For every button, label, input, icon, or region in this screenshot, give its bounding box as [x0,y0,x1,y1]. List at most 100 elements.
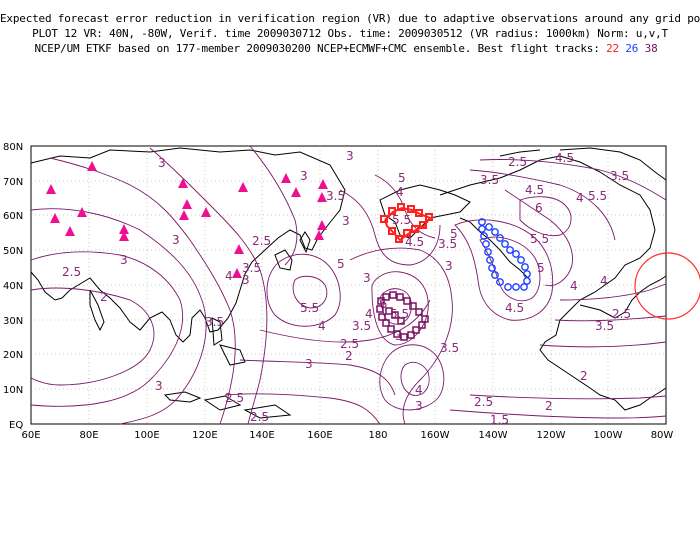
flight-track-22 [380,203,433,243]
contour-label: 5 [450,227,458,241]
contour-label: 4 [318,319,326,333]
lat-label: 10N [3,385,23,396]
contour-label: 3 [172,233,180,247]
lat-label: 70N [3,177,23,188]
contour-label: 4.5 [525,183,544,197]
lat-label: EQ [9,420,23,431]
observation-site-marker [291,187,301,197]
track-38-label: 38 [644,42,658,55]
observation-site-marker [318,179,328,189]
contour-label: 2 [545,399,553,413]
verification-region-circle [634,252,700,320]
contour-label: 2.5 [250,410,269,424]
contour-label: 2 [345,349,353,363]
contour-label: 3 [445,259,453,273]
contour-label: 3 [305,357,313,371]
contour-label: 5.5 [588,189,607,203]
contour-label: 4.5 [505,301,524,315]
coastlines [30,147,667,419]
observation-site-marker [46,184,56,194]
lat-label: 30N [3,316,23,327]
title-line-2: PLOT 12 VR: 40N, -80W, Verif. time 20090… [32,27,668,40]
lon-label: 140W [479,430,508,441]
contour-label: 2.5 [62,265,81,279]
contour-label: 2 [580,369,588,383]
contour-label: 3 [300,169,308,183]
contour-label: 3 [155,379,163,393]
observation-site-marker [317,192,327,202]
lon-label: 120W [537,430,566,441]
lon-label: 180 [368,430,387,441]
latitude-labels: 80N 70N 60N 50N 40N 30N 20N 10N EQ [3,142,23,431]
contour-label: 3 [242,273,250,287]
contour-label: 3 [363,271,371,285]
contour-label: 4.5 [555,151,574,165]
contour-label: 3.5 [326,189,345,203]
contour-label: 3 [120,253,128,267]
lon-label: 120E [192,430,217,441]
lat-label: 60N [3,211,23,222]
contour-label: 3.5 [352,319,371,333]
observation-site-marker [182,199,192,209]
contour-label: 2.5 [474,395,493,409]
contour-label: 5.5 [530,232,549,246]
lon-label: 160W [421,430,450,441]
lon-label: 100E [134,430,159,441]
contour-label: 6 [535,201,543,215]
title-line-1: Expected forecast error reduction in ver… [0,12,700,25]
contour-label: 2.5 [225,391,244,405]
contour-label: 3.5 [595,319,614,333]
observation-site-marker [119,224,129,234]
observation-site-marker [232,268,242,278]
title-line-3-text: NCEP/UM ETKF based on 177-member 2009030… [34,42,600,55]
observation-site-marker [317,220,327,230]
observation-site-marker [238,182,248,192]
contour-label: 2.5 [340,337,359,351]
contour-label: 3.5 [438,237,457,251]
contour-label: 3 [395,329,403,343]
lon-label: 80W [651,430,674,441]
contour-label: 5 [398,171,406,185]
contour-label: 5 [337,257,345,271]
lon-label: 100W [594,430,623,441]
contour-label: 2.5 [508,155,527,169]
contour-label: 3 [415,399,423,413]
contour-label: 3.5 [440,341,459,355]
contour-label: 3.5 [242,261,261,275]
contour-label: 4 [576,191,584,205]
observation-site-marker [201,207,211,217]
observation-site-marker [50,213,60,223]
lon-label: 140E [249,430,274,441]
contour-label: 4 [600,274,608,288]
lat-label: 40N [3,281,23,292]
contour-label: 4 [225,269,233,283]
track-26-label: 26 [625,42,639,55]
observation-site-marker [77,207,87,217]
lat-label: 20N [3,350,23,361]
observation-site-marker [234,244,244,254]
contour-label: 2.5 [252,234,271,248]
contour-label: 3 [342,214,350,228]
contour-label: 4 [415,383,423,397]
contour-label: 4.5 [405,235,424,249]
contour-label: 4 [570,279,578,293]
observation-sites [46,161,328,278]
contour-lines [30,145,667,425]
contour-label: 3.5 [205,315,224,329]
contour-label: 4 [365,307,373,321]
lat-label: 80N [3,142,23,153]
observation-site-marker [281,173,291,183]
flight-track-26 [478,218,531,291]
contour-label: 3 [346,149,354,163]
observation-site-marker [65,226,75,236]
observation-site-marker [119,231,129,241]
flight-track-38 [376,291,429,341]
contour-label: 2.5 [612,307,631,321]
longitude-labels: 60E 80E 100E 120E 140E 160E 180 160W 140… [21,430,673,441]
contour-labels: 3 3 3 3 3 3 3 3 3 3 3 3 3 2.5 2.5 2.5 2.… [62,149,631,427]
title-line-3: NCEP/UM ETKF based on 177-member 2009030… [0,42,696,55]
lon-label: 80E [79,430,98,441]
contour-label: 3.5 [610,169,629,183]
contour-label: 5.5 [392,213,411,227]
